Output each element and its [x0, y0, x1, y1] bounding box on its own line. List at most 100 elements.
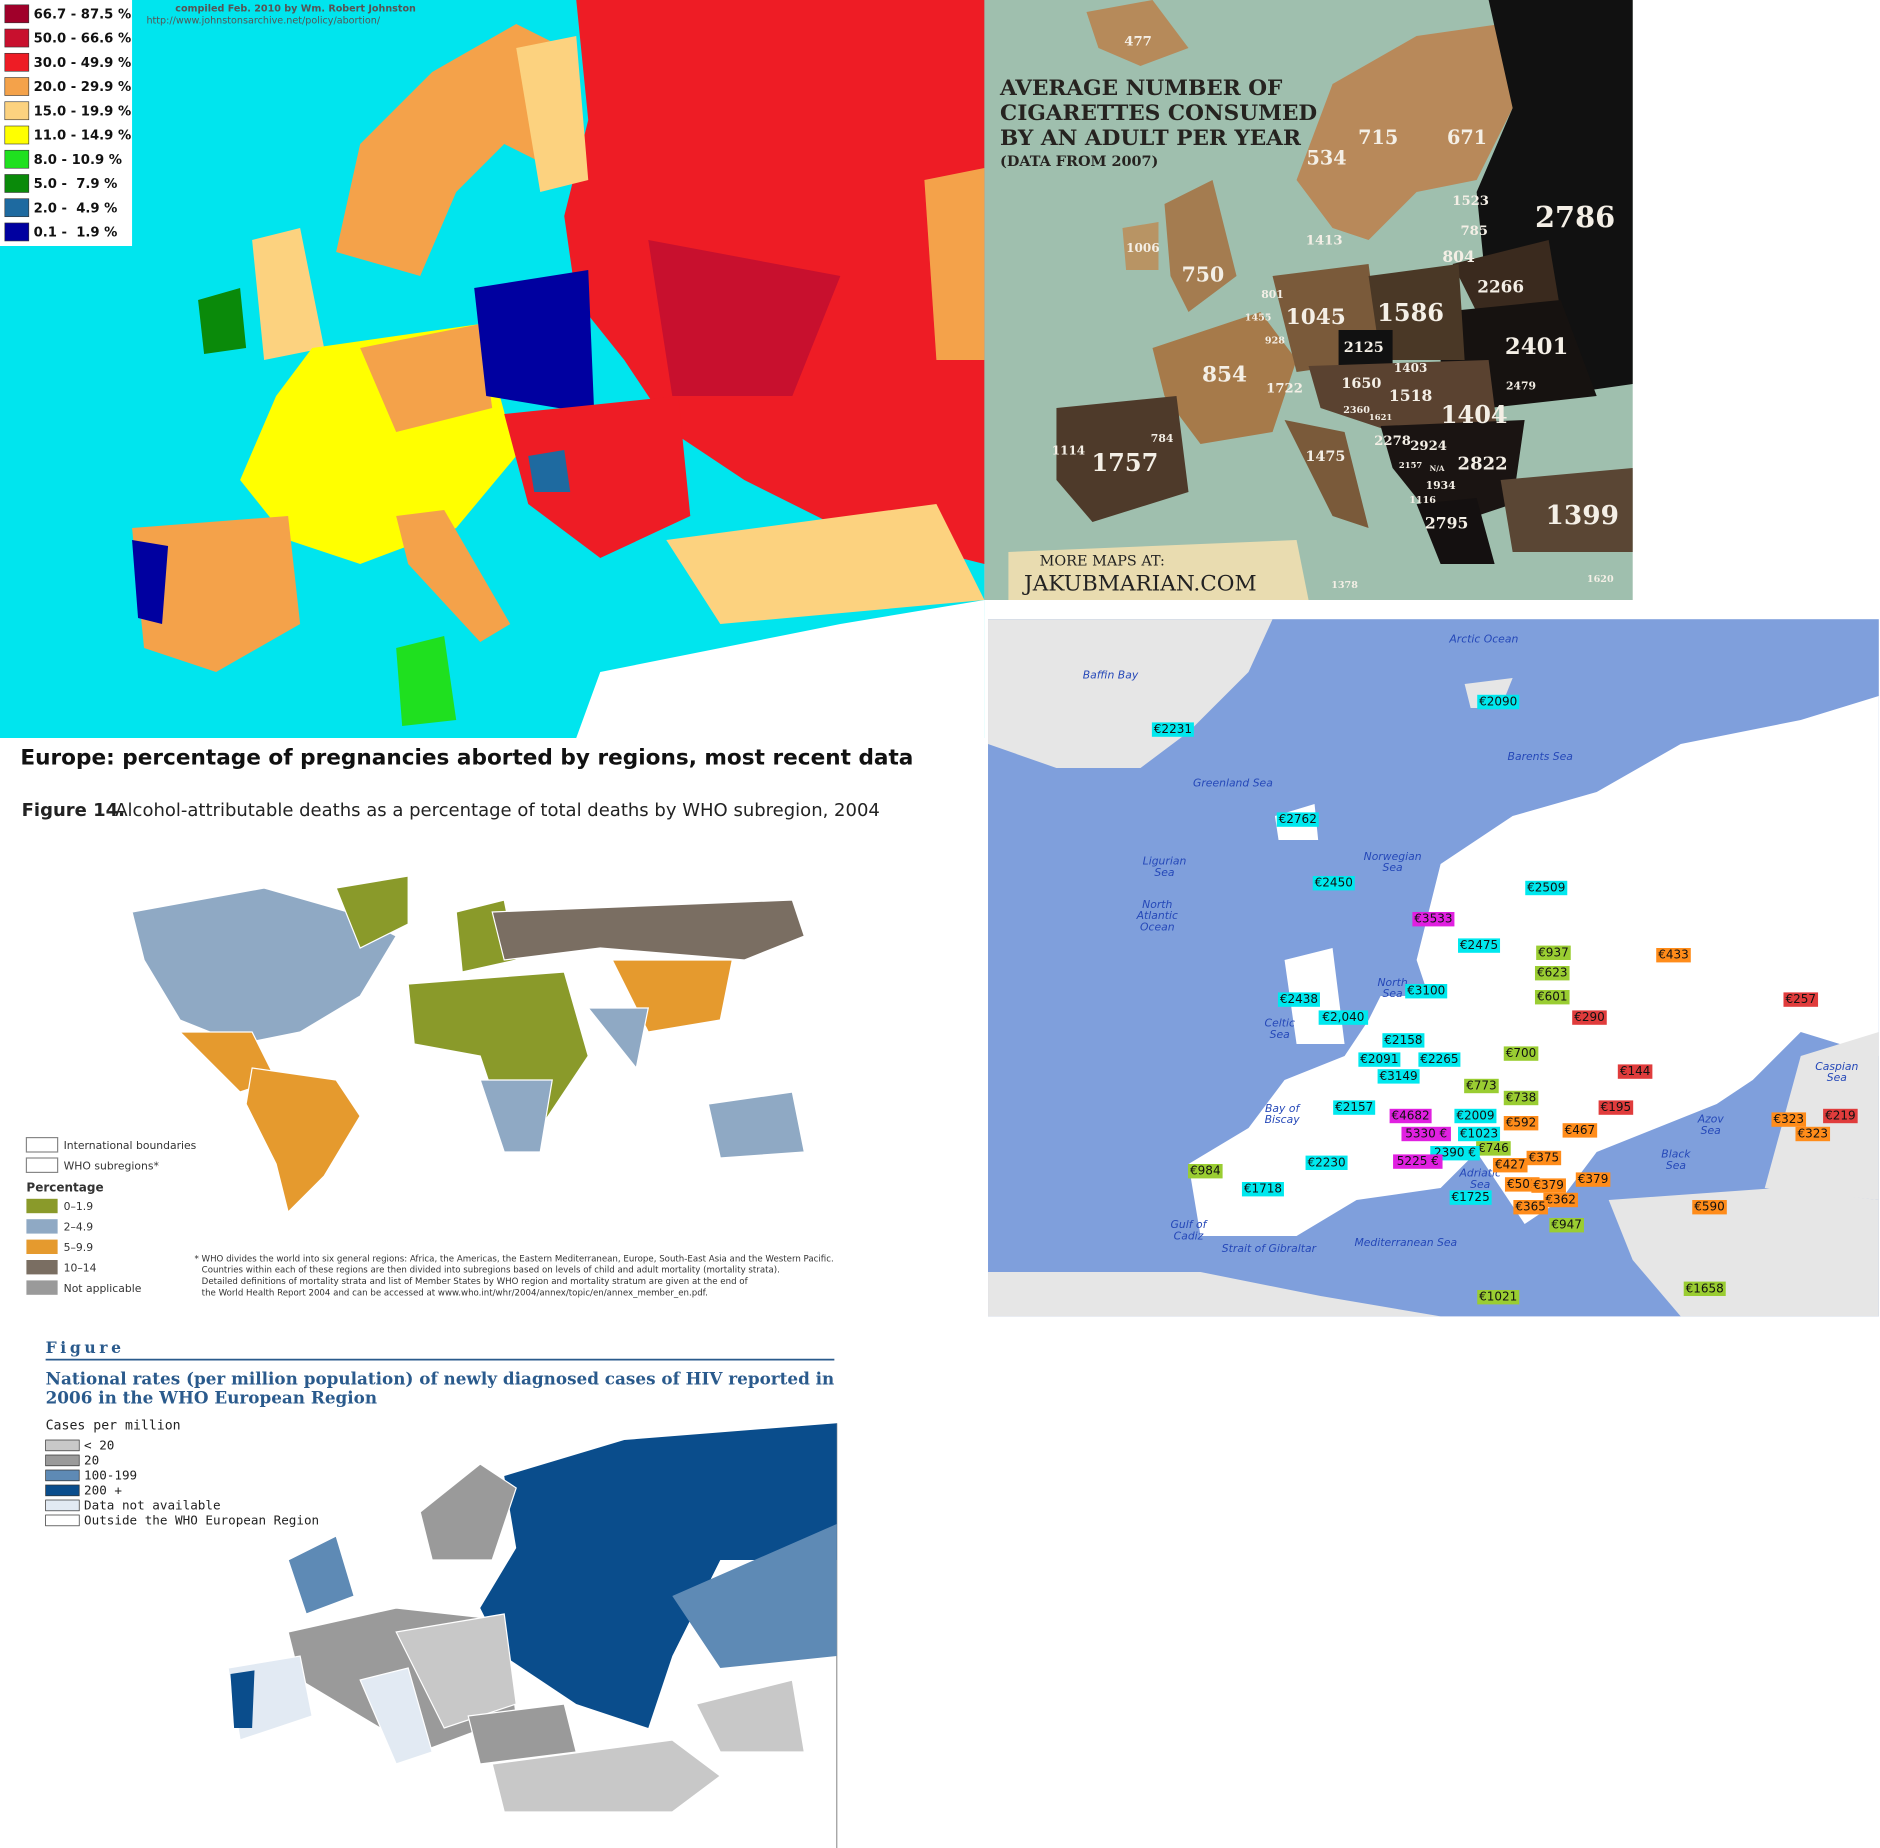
land: [1416, 498, 1495, 564]
subtitle: (DATA FROM 2007): [1000, 153, 1158, 170]
legend-swatch: [4, 77, 30, 96]
price-label: €1725: [1452, 1190, 1490, 1204]
region: [396, 636, 457, 726]
price-tag: [1405, 984, 1448, 999]
sea-label: North: [1377, 976, 1407, 989]
footnote: Countries within each of these regions a…: [202, 1266, 780, 1276]
price-tag: [1464, 1078, 1499, 1094]
price-tag: [1382, 1033, 1425, 1048]
map-value-label: 1650: [1341, 375, 1381, 392]
price-tag: [1656, 948, 1691, 963]
land: [1122, 222, 1159, 270]
map-value-label: 750: [1182, 263, 1225, 287]
map-value-label: 804: [1442, 247, 1475, 266]
map-value-label: 2266: [1477, 277, 1524, 297]
price-label: €2157: [1335, 1100, 1373, 1114]
region: [336, 24, 565, 276]
sea-label: Biscay: [1265, 1113, 1301, 1126]
sea-label: Caspian: [1815, 1060, 1858, 1073]
region: [516, 36, 589, 192]
sea-label: Sea: [1270, 1028, 1290, 1041]
price-label: €2091: [1360, 1052, 1398, 1066]
region: [467, 1703, 577, 1765]
price-label: €937: [1538, 945, 1569, 959]
price-label: €601: [1537, 990, 1568, 1004]
legend-swatch: [45, 1469, 80, 1482]
map-value-label: 2278: [1374, 434, 1411, 449]
price-label: €427: [1495, 1158, 1526, 1172]
price-label: €2230: [1307, 1155, 1345, 1169]
price-tag: [1312, 876, 1355, 891]
land: [1500, 468, 1633, 552]
legend-label: 200 +: [84, 1483, 122, 1498]
price-tag: [1333, 1100, 1376, 1115]
price-label: €379: [1533, 1178, 1564, 1192]
sea-label: Cadiz: [1174, 1230, 1204, 1243]
legend-swatch: [26, 1280, 58, 1295]
region: [359, 1667, 433, 1765]
price-label: €738: [1506, 1091, 1537, 1105]
price-label: €2509: [1527, 881, 1565, 895]
map-value-label: 1403: [1394, 361, 1427, 375]
region: [287, 1535, 355, 1615]
region: [924, 168, 985, 360]
price-tag: [1503, 1116, 1539, 1131]
legend-swatch: [4, 125, 30, 145]
sea-label: North: [1142, 898, 1172, 911]
price-tag: [1412, 912, 1455, 927]
legend-swatch: [4, 198, 30, 218]
price-label: €2,040: [1322, 1010, 1364, 1024]
map-value-label: 1116: [1409, 495, 1436, 506]
figure-title: National rates (per million population) …: [46, 1369, 835, 1389]
salary-map: [988, 619, 1879, 1317]
map-value-label: 1045: [1286, 305, 1346, 330]
price-tag: [1531, 1178, 1566, 1193]
price-tag: [1389, 1108, 1432, 1124]
map-value-label: 1378: [1331, 580, 1358, 591]
price-tag: [1513, 1200, 1548, 1215]
title-line: CIGARETTES CONSUMED: [1000, 101, 1317, 126]
price-tag: [1598, 1100, 1634, 1115]
map-value-label: 2822: [1458, 453, 1508, 474]
region: [528, 450, 571, 492]
land: [1164, 180, 1237, 312]
map-value-label: 1006: [1126, 241, 1159, 255]
price-tag: [1418, 1052, 1461, 1067]
map-value-label: 1518: [1389, 386, 1433, 405]
price-label: 2390 €: [1434, 1146, 1476, 1160]
region: [252, 228, 325, 360]
legend-swatch: [4, 222, 30, 242]
sea-label: Black: [1661, 1147, 1691, 1160]
sea-label: Ocean: [1140, 921, 1175, 934]
price-tag: [1771, 1112, 1807, 1127]
sea-label: Sea: [1383, 861, 1403, 874]
legend-swatch: [25, 1157, 59, 1173]
map-value-label: 784: [1151, 432, 1174, 445]
price-tag: [1458, 938, 1501, 953]
price-label: 5330 €: [1405, 1127, 1447, 1141]
hiv-figure: Figure Cases per million: [46, 1338, 838, 1848]
price-tag: [1783, 992, 1819, 1007]
map-value-label: 1621: [1369, 412, 1392, 422]
footer: JAKUBMARIAN.COM: [1022, 571, 1257, 596]
legend-swatch: [26, 1219, 58, 1234]
price-tag: [1358, 1052, 1401, 1067]
map-value-label: 801: [1261, 288, 1284, 301]
legend-label: 0.1 - 1.9 %: [34, 226, 118, 241]
price-tag: [1536, 945, 1571, 960]
price-label: €323: [1797, 1127, 1828, 1141]
price-tag: [1188, 1164, 1223, 1179]
price-label: €362: [1545, 1193, 1576, 1207]
sea-label: Gulf of: [1171, 1218, 1209, 1231]
region: [672, 1524, 837, 1668]
sea-label: Norwegian: [1364, 850, 1422, 863]
price-tag: [1549, 1218, 1584, 1233]
price-label: €375: [1529, 1151, 1560, 1165]
price-label: €2158: [1384, 1033, 1422, 1047]
price-tag: [1477, 694, 1520, 710]
price-tag: [1572, 1010, 1607, 1025]
region: [480, 1423, 837, 1728]
map-value-label: N/A: [1430, 464, 1445, 473]
